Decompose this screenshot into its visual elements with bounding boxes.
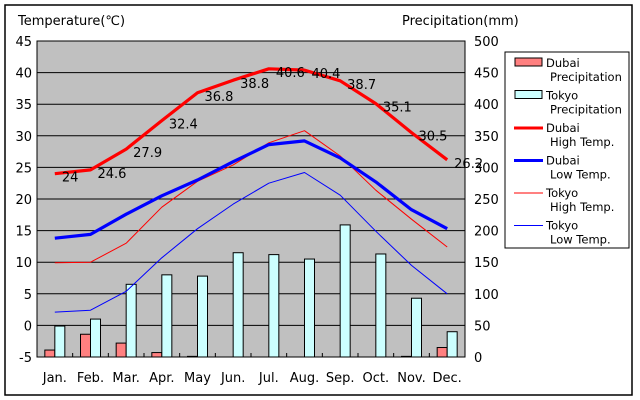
bar-tokyo-precip <box>161 274 173 358</box>
x-tick-label: Sep. <box>326 371 355 386</box>
y-right-tick-label: 150 <box>474 256 499 271</box>
data-label-dubai-high: 26.2 <box>454 157 483 172</box>
x-tick-label: Apr. <box>149 371 174 386</box>
bar-dubai-precip <box>44 349 56 358</box>
x-tick-label: Jan. <box>42 371 67 386</box>
legend-swatch-tokyo-precipitation <box>514 90 543 99</box>
bar-dubai-precip <box>151 352 163 358</box>
bar-tokyo-precip <box>90 318 101 358</box>
data-label-dubai-high: 38.7 <box>347 78 376 93</box>
legend-swatch-dubai-precipitation <box>514 57 543 67</box>
bar-tokyo-precip <box>304 258 315 358</box>
legend-label: Precipitation <box>550 70 622 84</box>
legend-box <box>504 51 630 249</box>
bar-tokyo-precip <box>197 275 208 358</box>
data-label-dubai-high: 27.9 <box>133 146 162 161</box>
bar-tokyo-precip <box>125 283 137 358</box>
data-label-dubai-high: 40.4 <box>312 67 341 82</box>
legend-label: Dubai <box>546 121 580 135</box>
legend-label: Tokyo <box>545 219 578 233</box>
x-tick-label: Jul. <box>258 371 279 386</box>
x-tick-labels: Jan. Feb. Mar. Apr. May Jun. Jul. Aug. Sep. Oct. N… <box>42 371 462 386</box>
y-right-tick-label: 50 <box>474 319 491 334</box>
data-label-dubai-high: 35.1 <box>383 101 412 116</box>
x-tick-marks <box>72 353 430 357</box>
legend: DubaiPrecipitationTokyoPrecipitationDuba… <box>514 56 622 247</box>
data-label-dubai-high: 40.6 <box>276 66 305 81</box>
y-left-axis-title: Temperature(℃) <box>17 14 125 29</box>
x-tick-label: Nov. <box>397 371 426 386</box>
y-right-tick-label: 250 <box>474 193 499 208</box>
y-right-tick-label: 300 <box>474 161 499 176</box>
legend-label: Precipitation <box>550 103 622 117</box>
legend-label: High Temp. <box>550 135 614 149</box>
legend-label: Dubai <box>546 56 580 70</box>
bar-dubai-precip <box>436 347 448 358</box>
y-left-tick-label: 35 <box>15 98 32 113</box>
x-tick-label: Mar. <box>112 371 139 386</box>
data-label-dubai-high: 24.6 <box>98 167 127 182</box>
y-right-tick-label: 0 <box>474 351 482 366</box>
bar-tokyo-precip <box>375 253 387 358</box>
legend-label: Tokyo <box>545 89 578 103</box>
data-label-dubai-high: 36.8 <box>205 90 234 105</box>
bar-dubai-precip <box>115 342 127 358</box>
temperature-lines <box>54 67 449 313</box>
bar-dubai-precip <box>187 355 198 358</box>
legend-label: Tokyo <box>545 186 578 200</box>
bar-tokyo-precip <box>54 325 66 358</box>
line-dubai-low-temp <box>54 139 448 240</box>
line-tokyo-low-temp <box>54 172 448 313</box>
legend-label: High Temp. <box>550 200 614 214</box>
legend-label: Low Temp. <box>550 168 611 182</box>
y-right-tick-label: 400 <box>474 98 499 113</box>
y-left-tick-label: 15 <box>15 225 32 240</box>
bar-dubai-precip <box>401 355 412 358</box>
y-right-tick-label: 500 <box>474 35 499 50</box>
x-tick-label: Aug. <box>290 371 320 386</box>
data-labels: 24 24.6 27.9 32.4 36.8 38.8 40.6 40.4 38.7 35.1 30… <box>62 66 483 186</box>
y-left-tick-label: 10 <box>15 256 32 271</box>
x-tick-label: May <box>184 371 211 386</box>
y-left-tick-label: 25 <box>15 161 32 176</box>
x-tick-label: Oct. <box>363 371 390 386</box>
line-dubai-high-temp <box>54 67 449 176</box>
y-left-tick-label: 5 <box>24 288 32 303</box>
bar-tokyo-precip <box>339 224 351 358</box>
y-left-tick-labels: 45 40 35 30 25 20 15 10 5 0 -5 <box>15 35 32 366</box>
y-right-tick-label: 350 <box>474 130 499 145</box>
legend-label: Dubai <box>546 154 580 168</box>
data-label-dubai-high: 38.8 <box>240 77 269 92</box>
y-left-tick-label: 45 <box>15 35 32 50</box>
bar-tokyo-precip <box>446 331 458 358</box>
data-label-dubai-high: 24 <box>62 171 79 186</box>
x-tick-label: Feb. <box>77 371 104 386</box>
y-right-tick-label: 200 <box>474 225 499 240</box>
bar-tokyo-precip <box>232 252 244 358</box>
precipitation-bars <box>44 224 458 358</box>
gridlines <box>37 72 465 326</box>
y-left-tick-label: -5 <box>19 351 32 366</box>
legend-label: Low Temp. <box>550 233 611 247</box>
data-label-dubai-high: 30.5 <box>419 130 448 145</box>
y-right-tick-label: 450 <box>474 67 499 82</box>
y-left-tick-label: 40 <box>15 67 32 82</box>
y-left-tick-label: 20 <box>15 193 32 208</box>
data-label-dubai-high: 32.4 <box>169 118 198 133</box>
bar-dubai-precip <box>80 333 91 358</box>
bar-tokyo-precip <box>411 297 422 358</box>
y-left-tick-label: 0 <box>24 319 32 334</box>
y-right-axis-title: Precipitation(mm) <box>402 14 519 29</box>
bar-tokyo-precip <box>268 254 280 358</box>
y-left-tick-label: 30 <box>15 130 32 145</box>
y-right-tick-label: 100 <box>474 288 499 303</box>
x-tick-label: Jun. <box>220 371 245 386</box>
x-tick-label: Dec. <box>433 371 462 386</box>
